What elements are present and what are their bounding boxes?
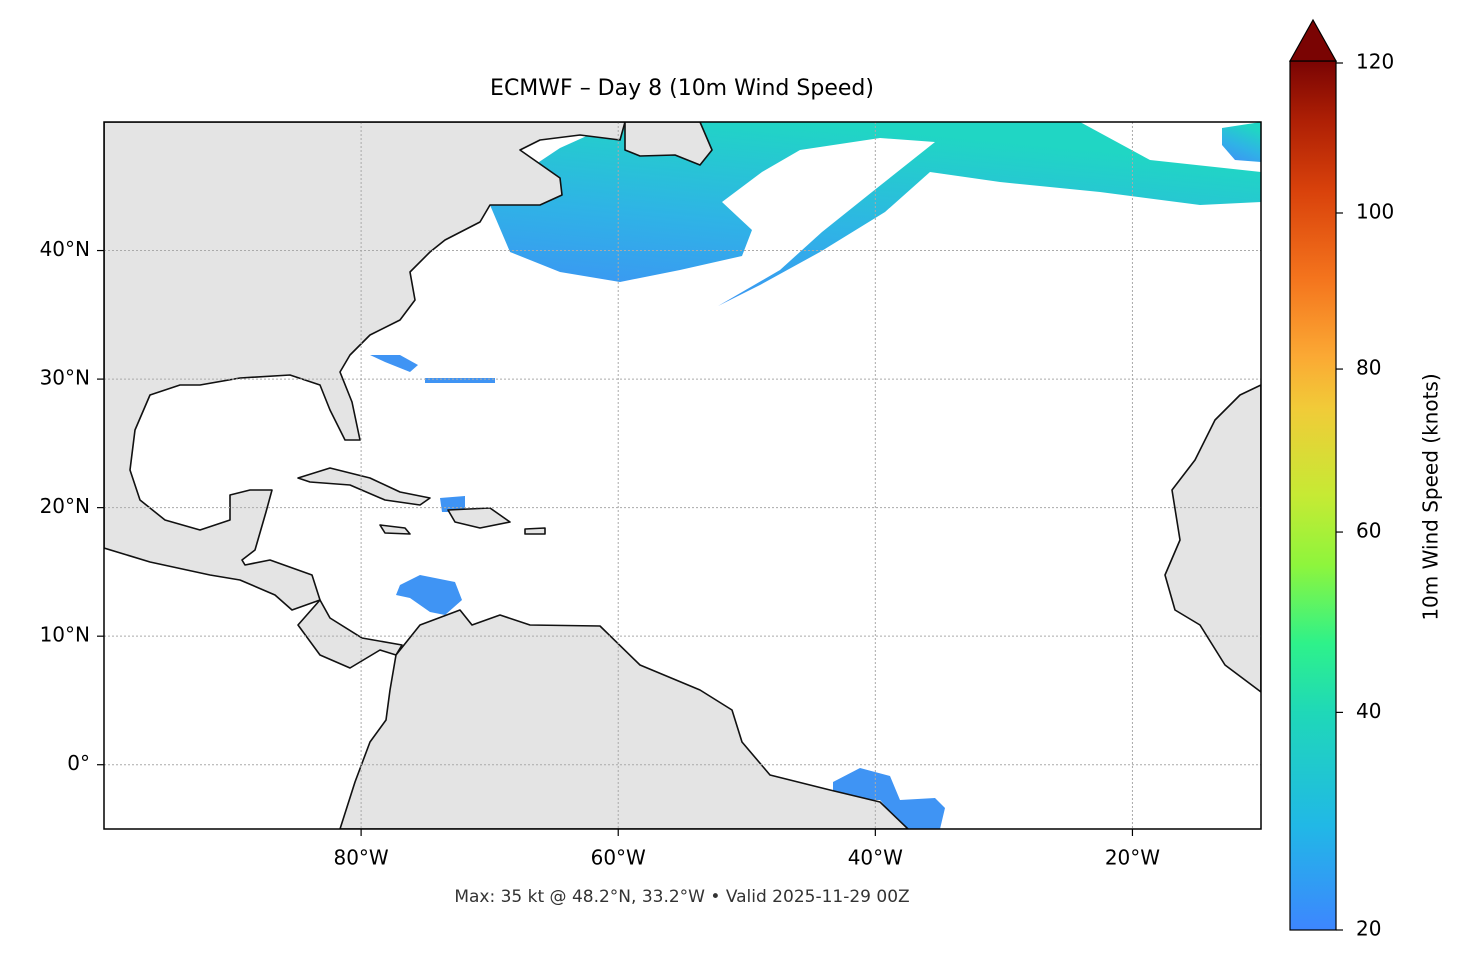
colorbar-tick-label: 120 (1356, 50, 1394, 74)
map (104, 122, 1261, 829)
x-tick-label: 60°W (591, 846, 646, 870)
y-tick-label: 30°N (40, 366, 90, 390)
y-tick-label: 10°N (40, 623, 90, 647)
colorbar-extend (1288, 18, 1338, 62)
y-tick-label: 20°N (40, 494, 90, 518)
colorbar-tick-label: 40 (1356, 699, 1381, 723)
y-tick-label: 40°N (40, 237, 90, 261)
chart-subtitle: Max: 35 kt @ 48.2°N, 33.2°W • Valid 2025… (454, 887, 909, 907)
x-tick-label: 40°W (848, 846, 903, 870)
colorbar: 10m Wind Speed (knots) 20 40 60 80 100 120 (1288, 18, 1443, 941)
colorbar-tick-label: 20 (1356, 917, 1381, 941)
chart-title: ECMWF – Day 8 (10m Wind Speed) (490, 76, 874, 101)
colorbar-tick-label: 60 (1356, 519, 1381, 543)
colorbar-label: 10m Wind Speed (knots) (1419, 373, 1443, 620)
colorbar-tick-label: 80 (1356, 356, 1381, 380)
y-tick-label: 0° (67, 751, 90, 775)
land (104, 122, 1261, 829)
x-tick-label: 20°W (1105, 846, 1160, 870)
grid (104, 122, 1261, 829)
colorbar-tick-label: 100 (1356, 199, 1394, 223)
colorbar-bar (1289, 60, 1337, 931)
map-frame (103, 121, 1262, 830)
x-tick-label: 80°W (333, 846, 388, 870)
